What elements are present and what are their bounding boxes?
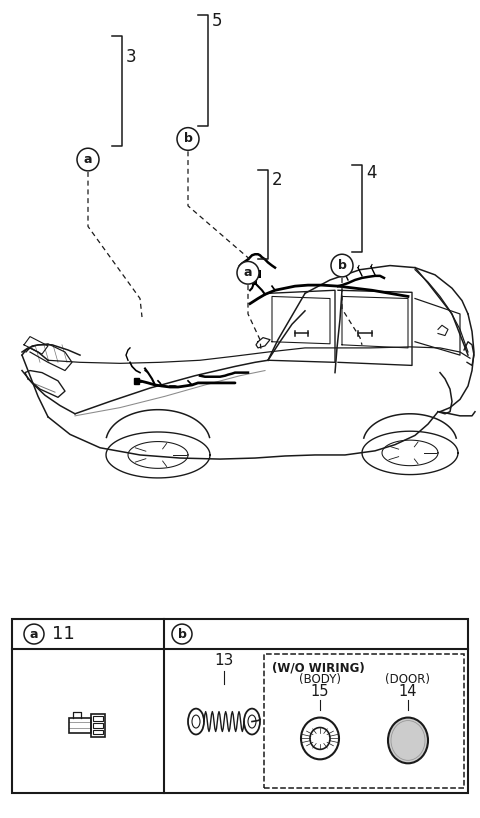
Bar — [93, 716, 103, 721]
Text: 5: 5 — [212, 11, 223, 29]
Text: b: b — [178, 627, 186, 640]
Circle shape — [24, 624, 44, 644]
Text: 4: 4 — [366, 164, 376, 182]
Text: (DOOR): (DOOR) — [385, 673, 431, 686]
Text: (BODY): (BODY) — [299, 673, 341, 686]
Circle shape — [77, 148, 99, 171]
Text: 13: 13 — [214, 654, 234, 668]
Bar — [69, 717, 91, 734]
Bar — [93, 722, 103, 727]
Circle shape — [331, 254, 353, 276]
Bar — [12, 619, 468, 793]
Circle shape — [172, 624, 192, 644]
Text: 14: 14 — [399, 684, 417, 699]
Bar — [252, 280, 257, 285]
Text: b: b — [337, 259, 347, 272]
Bar — [91, 713, 105, 738]
Bar — [134, 378, 139, 384]
Bar — [254, 270, 261, 278]
Circle shape — [177, 128, 199, 151]
Ellipse shape — [388, 717, 428, 763]
Text: a: a — [244, 267, 252, 279]
Bar — [264, 654, 464, 789]
Text: (W/O WIRING): (W/O WIRING) — [272, 662, 365, 675]
Text: a: a — [30, 627, 38, 640]
Text: 3: 3 — [126, 47, 137, 65]
Text: b: b — [183, 133, 192, 146]
Circle shape — [237, 262, 259, 284]
Text: 2: 2 — [272, 171, 283, 189]
Bar — [93, 730, 103, 735]
Text: 11: 11 — [52, 625, 75, 643]
Text: a: a — [84, 153, 92, 166]
Text: 15: 15 — [311, 684, 329, 699]
